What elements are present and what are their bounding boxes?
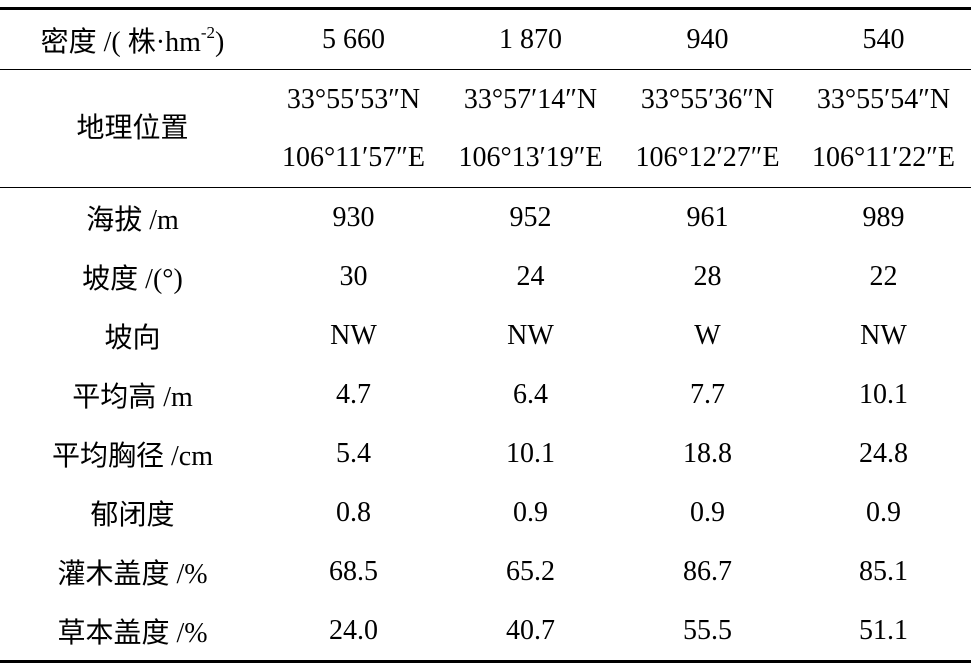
cell: W [694,319,721,351]
cell: 4.7 [336,378,371,410]
cell: 989 [862,201,905,233]
row-label: 坡度 /(°) [82,263,183,295]
cell: 24.8 [859,437,908,469]
label-sup: -2 [200,22,216,42]
header-cell: 1 870 [442,7,619,70]
location-cell: 33°55′53″N 106°11′57″E [265,69,442,188]
coordinate: 33°55′53″N [286,83,421,115]
coordinate: 106°13′19″E [458,141,603,173]
cell: 930 [332,201,375,233]
location-cell: 33°57′14″N 106°13′19″E [442,69,619,188]
cell: 30 [339,260,368,292]
cell: 68.5 [329,555,378,587]
data-row: 郁闭度 0.8 0.9 0.9 0.9 [0,483,971,542]
cell: 7.7 [690,378,725,410]
location-cell: 33°55′36″N 106°12′27″E [619,69,796,188]
table-body: 密度 /( 株·hm-2) 5 660 1 870 940 540 地理位置 33°5… [0,7,971,663]
cell: 6.4 [513,378,548,410]
header-cell: 940 [619,7,796,70]
row-label: 海拔 /m [86,204,179,236]
coordinate: 106°11′57″E [281,141,426,173]
coordinate: 33°57′14″N [463,83,598,115]
cell: 10.1 [506,437,555,469]
data-row: 平均胸径 /cm 5.4 10.1 18.8 24.8 [0,424,971,483]
header-label: 密度 /( 株·hm-2) [0,7,265,70]
coordinate: 106°11′22″E [811,141,956,173]
coordinate: 33°55′36″N [640,83,775,115]
cell: 85.1 [859,555,908,587]
cell: 22 [869,260,898,292]
cell: 5.4 [336,437,371,469]
cell: 18.8 [683,437,732,469]
data-row: 平均高 /m 4.7 6.4 7.7 10.1 [0,365,971,424]
cell: 0.9 [866,496,901,528]
row-label: 地理位置 [0,69,265,188]
cell: 24 [516,260,545,292]
cell: NW [860,319,907,351]
data-row: 坡向 NW NW W NW [0,306,971,365]
header-cell: 540 [796,7,971,70]
cell: 0.9 [690,496,725,528]
cell: 40.7 [442,601,619,663]
data-row: 海拔 /m 930 952 961 989 [0,188,971,248]
cell: NW [330,319,377,351]
header-cell: 5 660 [265,7,442,70]
cell: 24.0 [265,601,442,663]
cell: 55.5 [619,601,796,663]
cell: 10.1 [859,378,908,410]
coordinate: 33°55′54″N [816,83,951,115]
cell: 952 [509,201,552,233]
data-row: 坡度 /(°) 30 24 28 22 [0,247,971,306]
location-row: 地理位置 33°55′53″N 106°11′57″E 33°57′14″N 106°… [0,69,971,188]
cell: NW [507,319,554,351]
cell: 0.9 [513,496,548,528]
cell: 961 [686,201,729,233]
header-row: 密度 /( 株·hm-2) 5 660 1 870 940 540 [0,7,971,70]
data-row: 草本盖度 /% 24.0 40.7 55.5 51.1 [0,601,971,663]
data-table: 密度 /( 株·hm-2) 5 660 1 870 940 540 地理位置 33°5… [0,7,971,663]
row-label: 坡向 [104,322,161,354]
cell: 51.1 [796,601,971,663]
data-row: 灌木盖度 /% 68.5 65.2 86.7 85.1 [0,542,971,601]
label-text: 密度 /( 株·hm [40,26,201,58]
cell: 86.7 [683,555,732,587]
location-cell: 33°55′54″N 106°11′22″E [796,69,971,188]
row-label: 草本盖度 /% [0,601,265,663]
cell: 65.2 [506,555,555,587]
row-label: 郁闭度 [90,499,175,531]
cell: 28 [693,260,722,292]
coordinate: 106°12′27″E [635,141,780,173]
row-label: 灌木盖度 /% [57,558,208,590]
cell: 0.8 [336,496,371,528]
row-label: 平均高 /m [72,381,193,413]
row-label: 平均胸径 /cm [52,440,213,472]
label-tail: ) [215,26,225,58]
